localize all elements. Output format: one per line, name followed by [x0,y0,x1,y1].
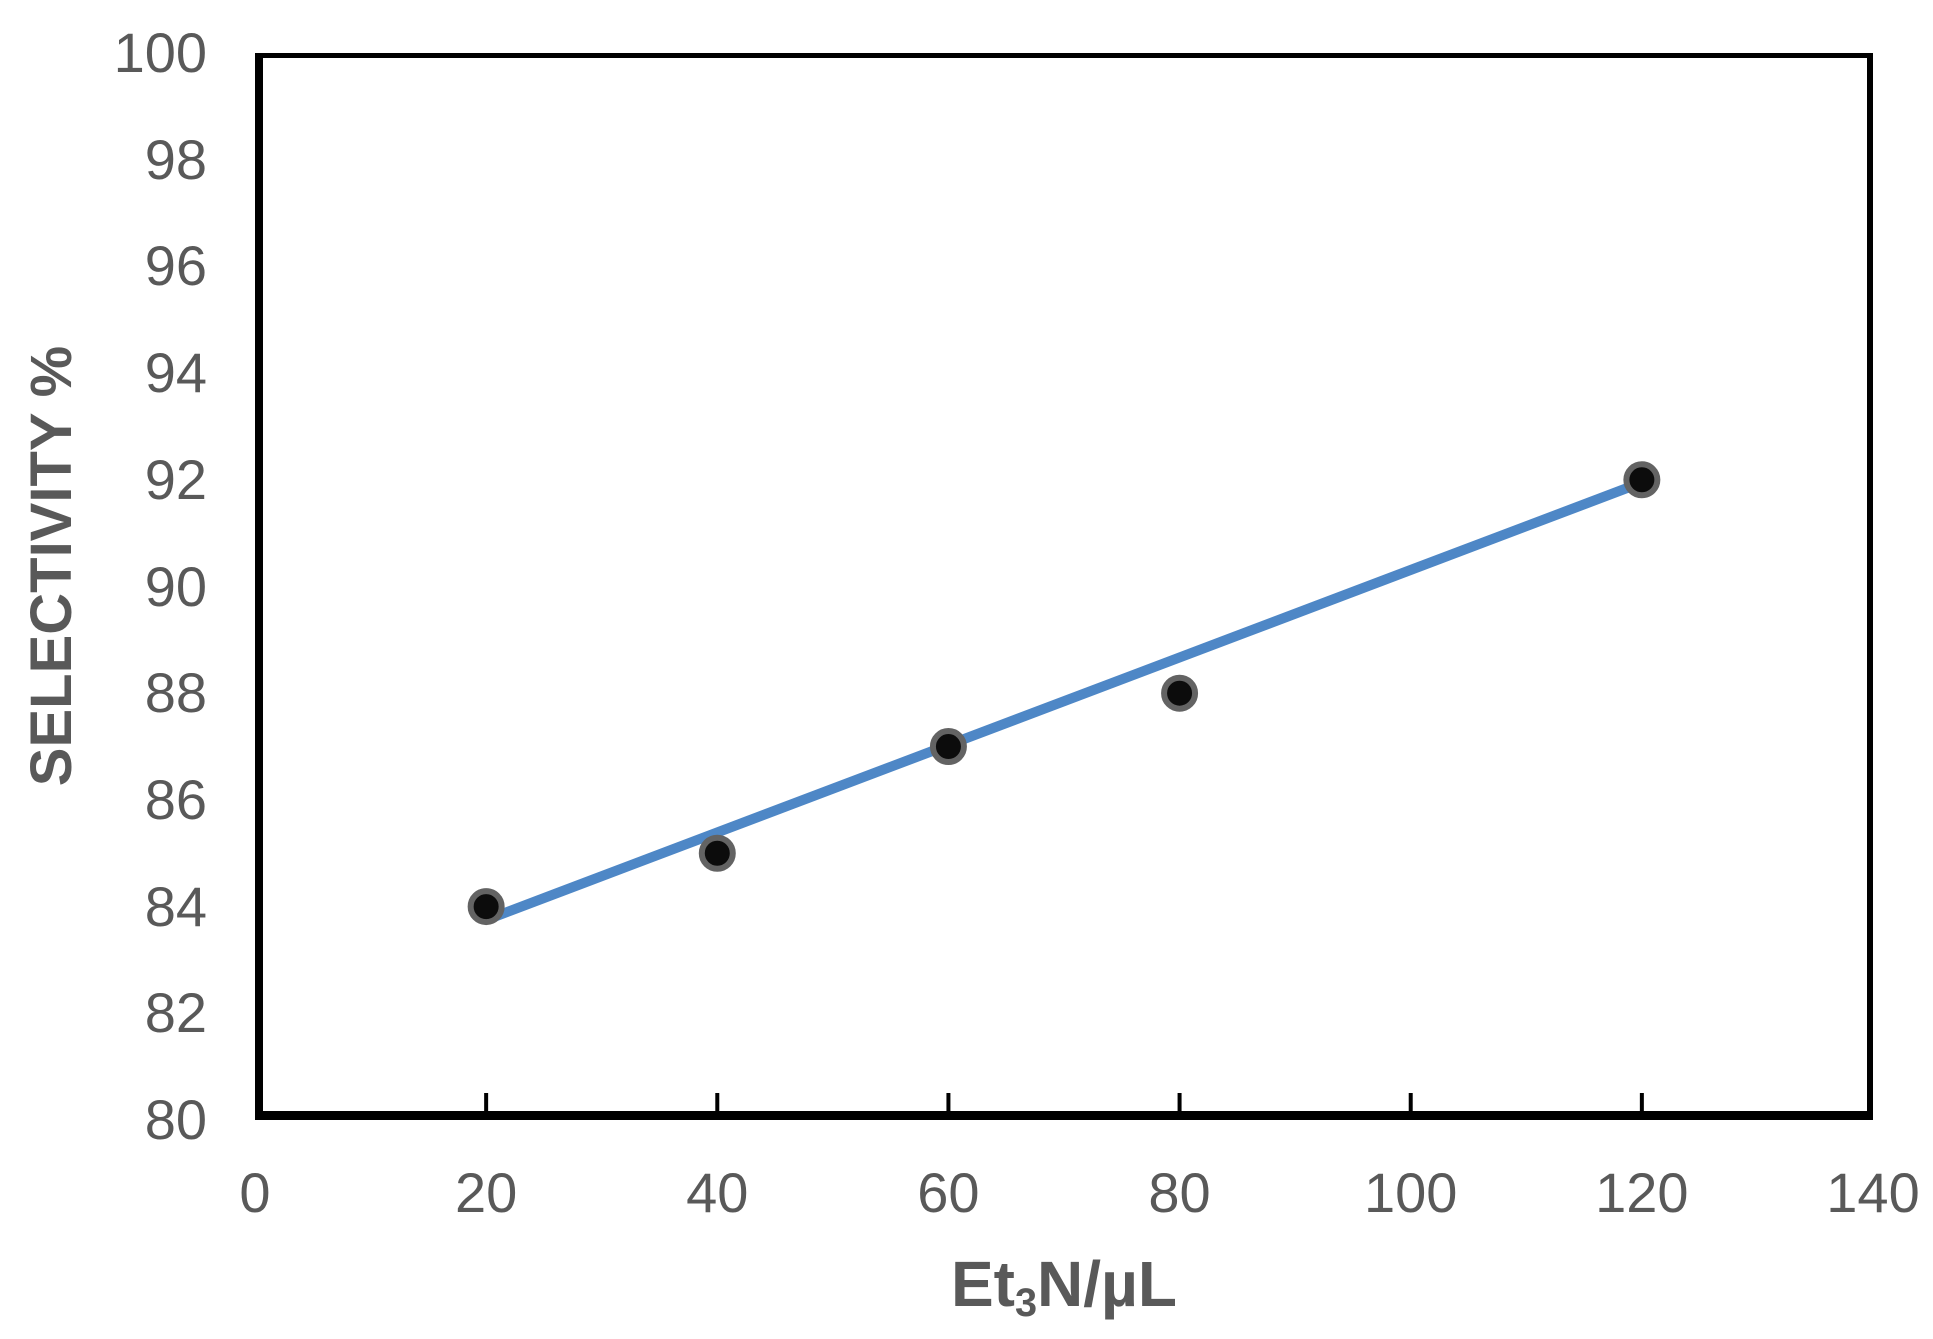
x-axis-title-text: N/µL [1037,1248,1178,1320]
y-tick-label: 90 [144,554,207,618]
x-tick-label: 0 [239,1161,271,1224]
data-point-marker [698,834,736,872]
y-tick-label: 88 [144,661,207,725]
y-tick-label: 80 [144,1088,207,1151]
x-tick-label: 100 [1363,1161,1458,1224]
x-tick-label: 40 [686,1161,749,1224]
x-tick-label: 120 [1595,1161,1689,1224]
x-axis-title-subscript: 3 [1014,1280,1038,1325]
y-tick-label: 98 [144,127,207,191]
data-point-marker [1161,674,1199,712]
y-tick-label: 94 [144,341,207,405]
y-tick-label: 84 [144,874,207,938]
data-point-marker [467,888,505,926]
x-axis-title-text: Et [950,1248,1015,1320]
y-tick-label: 92 [144,447,207,511]
y-tick-label: 86 [144,767,207,831]
y-tick-label: 100 [113,21,207,84]
x-axis-title: Et3N/µL [951,1252,1177,1324]
data-point-marker [1623,461,1661,499]
x-tick-label: 80 [1148,1161,1211,1224]
data-point-marker [929,728,967,766]
x-tick-label: 20 [454,1161,518,1224]
x-tick-label: 60 [917,1161,980,1224]
x-tick-label: 140 [1826,1161,1920,1224]
trendline [484,477,1644,925]
y-tick-label: 96 [144,234,207,298]
y-tick-label: 82 [144,981,207,1045]
